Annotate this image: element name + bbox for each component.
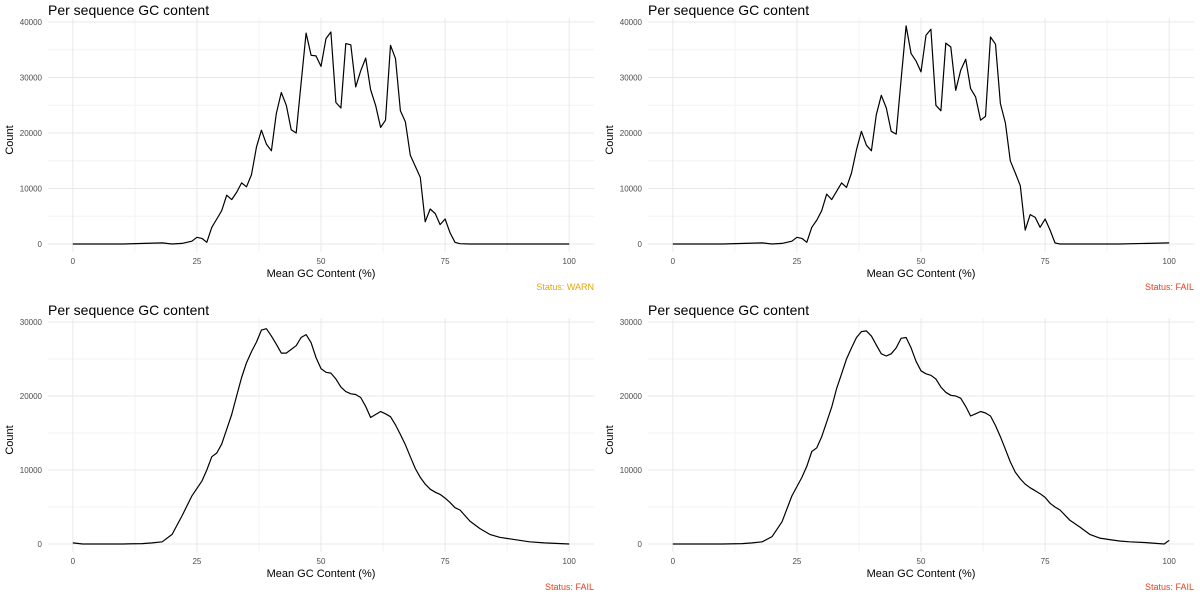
x-tick-label: 75	[441, 257, 450, 266]
x-tick-label: 100	[563, 257, 577, 266]
y-tick-label: 30000	[20, 74, 43, 83]
y-tick-label: 0	[638, 240, 643, 249]
gc-content-line	[672, 25, 1170, 245]
x-tick-label: 0	[671, 257, 676, 266]
y-tick-label: 20000	[620, 129, 643, 138]
y-tick-label: 30000	[620, 74, 643, 83]
y-tick-label: 40000	[620, 18, 643, 27]
chart-panel-2: Per sequence GC content Count Mean GC Co…	[600, 0, 1200, 300]
x-tick-label: 0	[671, 557, 676, 566]
status-label: Status: WARN	[536, 282, 594, 292]
chart-plot-area: 0 25 50 75 100 0 10000 20000 30000	[20, 318, 594, 566]
status-label: Status: FAIL	[544, 582, 594, 592]
x-tick-label: 0	[71, 557, 76, 566]
chart-title: Per sequence GC content	[648, 2, 810, 18]
x-axis-label: Mean GC Content (%)	[266, 568, 376, 580]
x-tick-label: 25	[192, 557, 201, 566]
y-tick-label: 0	[38, 240, 43, 249]
x-tick-label: 50	[317, 557, 326, 566]
x-tick-label: 100	[1163, 557, 1177, 566]
x-tick-label: 75	[441, 557, 450, 566]
x-tick-label: 75	[1041, 557, 1050, 566]
x-tick-label: 25	[792, 257, 801, 266]
chart-panel-1: Per sequence GC content Count Mean GC Co…	[0, 0, 600, 300]
gc-content-line	[672, 330, 1170, 545]
y-tick-label: 10000	[620, 185, 643, 194]
x-axis-label: Mean GC Content (%)	[866, 568, 976, 580]
x-tick-label: 25	[192, 257, 201, 266]
chart-panel-3: Per sequence GC content Count Mean GC Co…	[0, 300, 600, 600]
chart-title: Per sequence GC content	[48, 302, 210, 318]
chart-panel-4: Per sequence GC content Count Mean GC Co…	[600, 300, 1200, 600]
x-tick-label: 25	[792, 557, 801, 566]
status-label: Status: FAIL	[1144, 582, 1194, 592]
y-tick-label: 20000	[20, 129, 43, 138]
gc-content-line	[72, 328, 570, 545]
chart-title: Per sequence GC content	[648, 302, 810, 318]
y-tick-label: 20000	[620, 392, 643, 401]
chart-plot-area: 0 25 50 75 100 0 10000 20000 30000	[620, 318, 1194, 566]
chart-plot-area: 0 25 50 75 100 0 10000 20000 30000 40000	[620, 18, 1194, 266]
y-tick-label: 0	[638, 540, 643, 549]
x-axis-label: Mean GC Content (%)	[266, 268, 376, 280]
y-tick-label: 10000	[620, 466, 643, 475]
x-tick-label: 50	[917, 257, 926, 266]
gc-content-line	[72, 31, 570, 245]
y-tick-label: 30000	[620, 318, 643, 327]
x-tick-label: 0	[71, 257, 76, 266]
y-tick-label: 30000	[20, 318, 43, 327]
x-tick-label: 50	[917, 557, 926, 566]
x-tick-label: 75	[1041, 257, 1050, 266]
x-tick-label: 100	[1163, 257, 1177, 266]
y-tick-label: 10000	[20, 466, 43, 475]
chart-title: Per sequence GC content	[48, 2, 210, 18]
y-tick-label: 20000	[20, 392, 43, 401]
y-tick-label: 10000	[20, 185, 43, 194]
y-tick-label: 0	[38, 540, 43, 549]
x-axis-label: Mean GC Content (%)	[866, 268, 976, 280]
status-label: Status: FAIL	[1144, 282, 1194, 292]
x-tick-label: 50	[317, 257, 326, 266]
x-tick-label: 100	[563, 557, 577, 566]
chart-plot-area: 0 25 50 75 100 0 10000 20000 30000 40000	[20, 18, 594, 266]
y-tick-label: 40000	[20, 18, 43, 27]
